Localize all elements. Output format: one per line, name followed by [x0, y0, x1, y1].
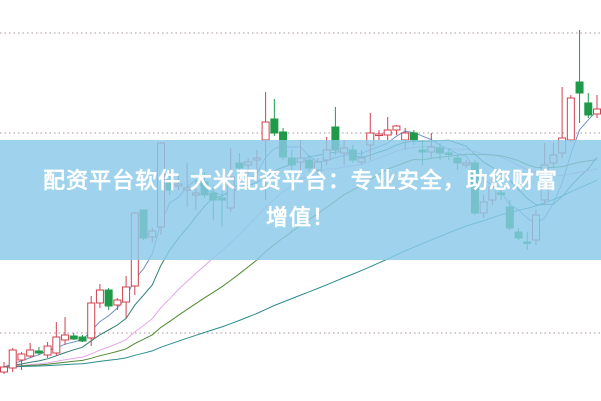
candle	[0, 362, 8, 374]
candle	[87, 296, 96, 346]
candle	[43, 342, 52, 358]
candle-body	[392, 125, 401, 131]
candle-body	[566, 97, 575, 141]
candle	[78, 335, 87, 342]
candle	[34, 347, 43, 355]
candle	[104, 288, 113, 310]
candle-body	[43, 345, 52, 356]
candle	[374, 130, 383, 140]
candle-body	[26, 349, 35, 357]
candle-body	[52, 336, 61, 354]
candle	[95, 284, 104, 308]
candle-body	[122, 286, 131, 303]
candle-body	[69, 335, 78, 340]
candle	[17, 352, 26, 370]
candle	[113, 298, 122, 310]
candle-body	[383, 129, 392, 136]
candle	[575, 30, 584, 123]
candle-body	[17, 353, 26, 361]
candle-body	[374, 133, 383, 136]
banner-line-2: 增值！	[265, 206, 335, 231]
candle	[392, 125, 401, 135]
candle	[270, 99, 279, 136]
candle	[122, 276, 131, 318]
candle-body	[0, 366, 8, 373]
candle-body	[61, 334, 70, 341]
candle-body	[113, 299, 122, 306]
candle	[69, 333, 78, 340]
candle	[584, 93, 593, 118]
banner-overlay: 配资平台软件 大米配资平台：专业安全，助您财富 增值！	[0, 140, 601, 260]
candle-body	[8, 349, 17, 369]
candle	[26, 343, 35, 358]
candle-body	[584, 102, 593, 116]
banner-line-1: 配资平台软件 大米配资平台：专业安全，助您财富	[43, 169, 558, 194]
candle	[593, 95, 601, 118]
candle-body	[87, 302, 96, 339]
gridlines	[0, 32, 601, 334]
candle-body	[95, 289, 104, 304]
candle-body	[575, 81, 584, 94]
candle-body	[34, 350, 43, 354]
candle	[52, 322, 61, 356]
candle-body	[409, 132, 418, 141]
candle	[566, 95, 575, 142]
candle-body	[593, 108, 601, 115]
candle	[383, 117, 392, 140]
candle	[8, 348, 17, 372]
candle-body	[104, 289, 113, 307]
candle	[61, 317, 70, 345]
candle-body	[401, 132, 410, 141]
candle-body	[270, 118, 279, 134]
candle-body	[78, 336, 87, 342]
candle-body	[261, 121, 270, 141]
